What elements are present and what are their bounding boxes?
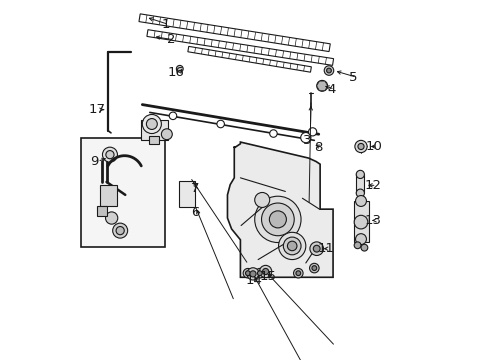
Circle shape [353,242,360,249]
Bar [179,181,195,207]
Circle shape [249,271,256,277]
Circle shape [293,269,303,278]
Bar [97,206,107,216]
Text: 13: 13 [364,214,381,227]
Circle shape [254,196,301,243]
Polygon shape [316,81,327,91]
Text: 7: 7 [190,182,199,195]
Bar [100,185,117,206]
Circle shape [105,150,114,159]
Circle shape [257,271,262,276]
Circle shape [255,269,264,278]
Polygon shape [187,46,311,72]
Bar [353,201,368,242]
Circle shape [243,269,252,278]
Circle shape [105,212,118,224]
Text: 4: 4 [326,83,335,96]
Circle shape [246,268,259,280]
Text: 17: 17 [89,103,105,116]
Circle shape [354,140,366,153]
Circle shape [261,203,294,236]
Text: 6: 6 [190,206,199,219]
Bar [355,174,364,193]
Circle shape [176,66,183,72]
Circle shape [102,147,117,162]
Circle shape [161,129,172,140]
Circle shape [355,195,366,206]
Circle shape [269,211,286,228]
Circle shape [355,189,364,197]
Circle shape [262,269,268,275]
Circle shape [142,114,161,134]
Circle shape [254,193,269,207]
Circle shape [146,118,157,130]
Circle shape [259,265,271,278]
Polygon shape [139,14,329,51]
Circle shape [316,80,327,91]
Circle shape [295,271,300,276]
Text: 15: 15 [259,270,276,283]
Circle shape [217,120,224,128]
Text: 9: 9 [90,155,98,168]
Circle shape [169,112,176,120]
Text: 2: 2 [167,33,175,46]
Circle shape [355,170,364,179]
Text: 11: 11 [316,242,333,255]
Circle shape [300,132,310,143]
Text: 3: 3 [303,134,311,147]
Text: 5: 5 [348,71,357,84]
Circle shape [278,232,305,260]
Bar [141,120,168,140]
Text: 1: 1 [161,18,169,31]
Circle shape [116,226,124,235]
Polygon shape [227,142,332,277]
Circle shape [308,128,316,136]
Circle shape [287,241,296,251]
Circle shape [311,266,316,270]
Polygon shape [146,30,333,66]
Circle shape [283,237,301,255]
Circle shape [309,263,319,273]
Circle shape [326,68,331,73]
Text: 14: 14 [245,274,262,287]
Bar [81,138,165,247]
Circle shape [353,215,367,229]
Text: 10: 10 [365,140,382,153]
Circle shape [360,244,367,251]
Circle shape [324,66,333,75]
Text: 16: 16 [167,66,184,80]
Text: 12: 12 [364,179,381,192]
Circle shape [313,245,320,252]
Text: 8: 8 [314,141,322,154]
Circle shape [355,234,366,244]
Circle shape [269,130,277,137]
Circle shape [309,242,323,256]
Circle shape [245,271,250,276]
Circle shape [112,223,127,238]
Bar [149,136,159,144]
Circle shape [357,143,364,149]
